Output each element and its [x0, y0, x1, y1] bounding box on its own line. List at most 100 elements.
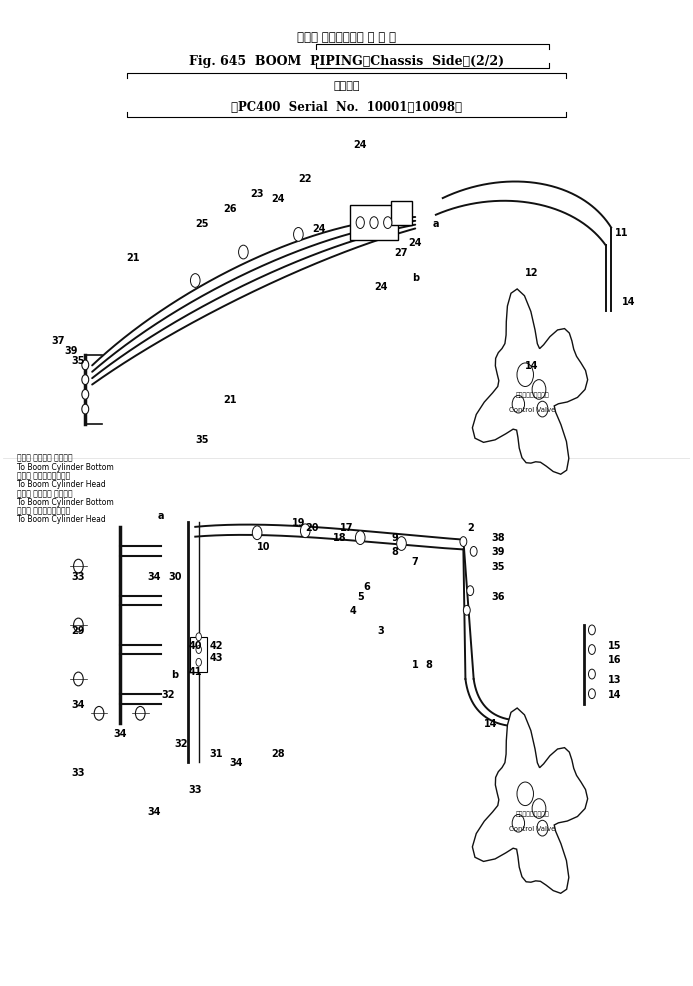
Text: 18: 18: [333, 532, 346, 542]
Text: b: b: [171, 669, 178, 679]
Text: コントロールバルブ: コントロールバルブ: [515, 392, 549, 397]
Text: 26: 26: [223, 204, 236, 214]
Polygon shape: [473, 290, 588, 474]
Text: To Boom Cylinder Bottom: To Boom Cylinder Bottom: [17, 462, 113, 471]
Circle shape: [73, 672, 83, 686]
Text: 39: 39: [491, 547, 505, 557]
Text: 36: 36: [491, 591, 505, 600]
Text: 2: 2: [467, 523, 473, 532]
Circle shape: [82, 376, 89, 386]
Text: 6: 6: [364, 581, 371, 592]
Text: 24: 24: [374, 282, 387, 292]
Text: 41: 41: [188, 667, 202, 676]
Text: 1: 1: [412, 660, 419, 669]
Text: To Boom Cylinder Head: To Boom Cylinder Head: [17, 515, 105, 524]
Text: 14: 14: [608, 689, 622, 699]
Text: 3: 3: [378, 625, 384, 635]
Text: 27: 27: [395, 247, 408, 257]
Circle shape: [73, 618, 83, 632]
Text: 31: 31: [209, 747, 222, 758]
Text: 43: 43: [209, 653, 222, 663]
Text: 34: 34: [148, 571, 161, 582]
Text: 8: 8: [426, 660, 432, 669]
Polygon shape: [473, 708, 588, 893]
Circle shape: [471, 547, 477, 557]
Circle shape: [196, 659, 202, 667]
FancyBboxPatch shape: [190, 638, 207, 671]
Text: 29: 29: [71, 625, 85, 635]
Circle shape: [460, 537, 467, 547]
Circle shape: [252, 527, 262, 540]
Text: 25: 25: [195, 218, 209, 229]
Text: ブーム シリンダ ボトムへ: ブーム シリンダ ボトムへ: [17, 488, 72, 498]
Text: 13: 13: [608, 674, 622, 684]
Circle shape: [238, 246, 248, 259]
Text: 39: 39: [64, 346, 78, 356]
FancyBboxPatch shape: [391, 201, 412, 226]
Text: 33: 33: [71, 767, 85, 777]
Text: 32: 32: [175, 738, 188, 748]
Text: Fig. 645  BOOM  PIPING（Chassis  Side）(2/2): Fig. 645 BOOM PIPING（Chassis Side）(2/2): [189, 55, 504, 68]
Circle shape: [356, 218, 365, 230]
Text: 32: 32: [161, 689, 175, 699]
Text: 34: 34: [71, 699, 85, 709]
Text: 14: 14: [484, 719, 498, 729]
Circle shape: [384, 218, 392, 230]
Text: 34: 34: [148, 807, 161, 816]
Circle shape: [301, 525, 310, 538]
Circle shape: [356, 531, 365, 545]
Text: 35: 35: [491, 562, 505, 572]
Text: To Boom Cylinder Head: To Boom Cylinder Head: [17, 479, 105, 489]
Text: 17: 17: [340, 523, 353, 532]
Text: 34: 34: [230, 757, 243, 768]
Text: 34: 34: [113, 729, 126, 739]
Text: 15: 15: [608, 640, 622, 650]
Circle shape: [370, 218, 378, 230]
Circle shape: [464, 605, 471, 615]
Circle shape: [94, 707, 104, 721]
Circle shape: [73, 560, 83, 574]
Text: 42: 42: [209, 640, 222, 650]
Text: コントロールバルブ: コントロールバルブ: [515, 810, 549, 816]
Text: 24: 24: [408, 238, 422, 248]
Circle shape: [588, 689, 595, 699]
Text: 14: 14: [622, 297, 635, 307]
Text: 5: 5: [357, 591, 364, 600]
Text: a: a: [432, 218, 439, 229]
Text: 16: 16: [608, 655, 622, 665]
Text: 33: 33: [188, 784, 202, 794]
Text: ブーム シリンダ ボトムへ: ブーム シリンダ ボトムへ: [17, 454, 72, 462]
Text: 24: 24: [271, 194, 285, 204]
Text: 適用号機: 適用号機: [333, 81, 360, 91]
Text: Control Valve: Control Valve: [509, 406, 555, 413]
Text: 11: 11: [615, 228, 629, 239]
Circle shape: [82, 361, 89, 371]
Circle shape: [396, 537, 406, 551]
Circle shape: [82, 390, 89, 400]
Text: 35: 35: [71, 356, 85, 366]
Text: ブーム シリンダヘッドへ: ブーム シリンダヘッドへ: [17, 471, 70, 480]
Circle shape: [191, 274, 200, 288]
Text: 24: 24: [353, 140, 367, 150]
Text: 14: 14: [525, 361, 539, 371]
Text: 4: 4: [350, 605, 357, 615]
Text: 21: 21: [223, 394, 236, 405]
Circle shape: [588, 645, 595, 655]
Text: 40: 40: [188, 640, 202, 650]
Text: a: a: [157, 511, 164, 521]
Text: （PC400  Serial  No.  10001～10098）: （PC400 Serial No. 10001～10098）: [231, 102, 462, 114]
FancyBboxPatch shape: [350, 206, 398, 241]
Text: 9: 9: [392, 532, 398, 542]
Text: 37: 37: [51, 336, 64, 346]
Circle shape: [588, 669, 595, 679]
Text: 23: 23: [250, 189, 264, 199]
Circle shape: [196, 633, 202, 641]
Text: 24: 24: [313, 223, 326, 234]
Text: 28: 28: [271, 747, 285, 758]
Text: b: b: [412, 272, 419, 282]
Text: 8: 8: [391, 547, 398, 557]
Text: ブーム パイピング（ 車 体 側: ブーム パイピング（ 車 体 側: [297, 31, 396, 43]
Circle shape: [467, 586, 474, 596]
Circle shape: [135, 707, 145, 721]
Text: 19: 19: [292, 518, 305, 528]
